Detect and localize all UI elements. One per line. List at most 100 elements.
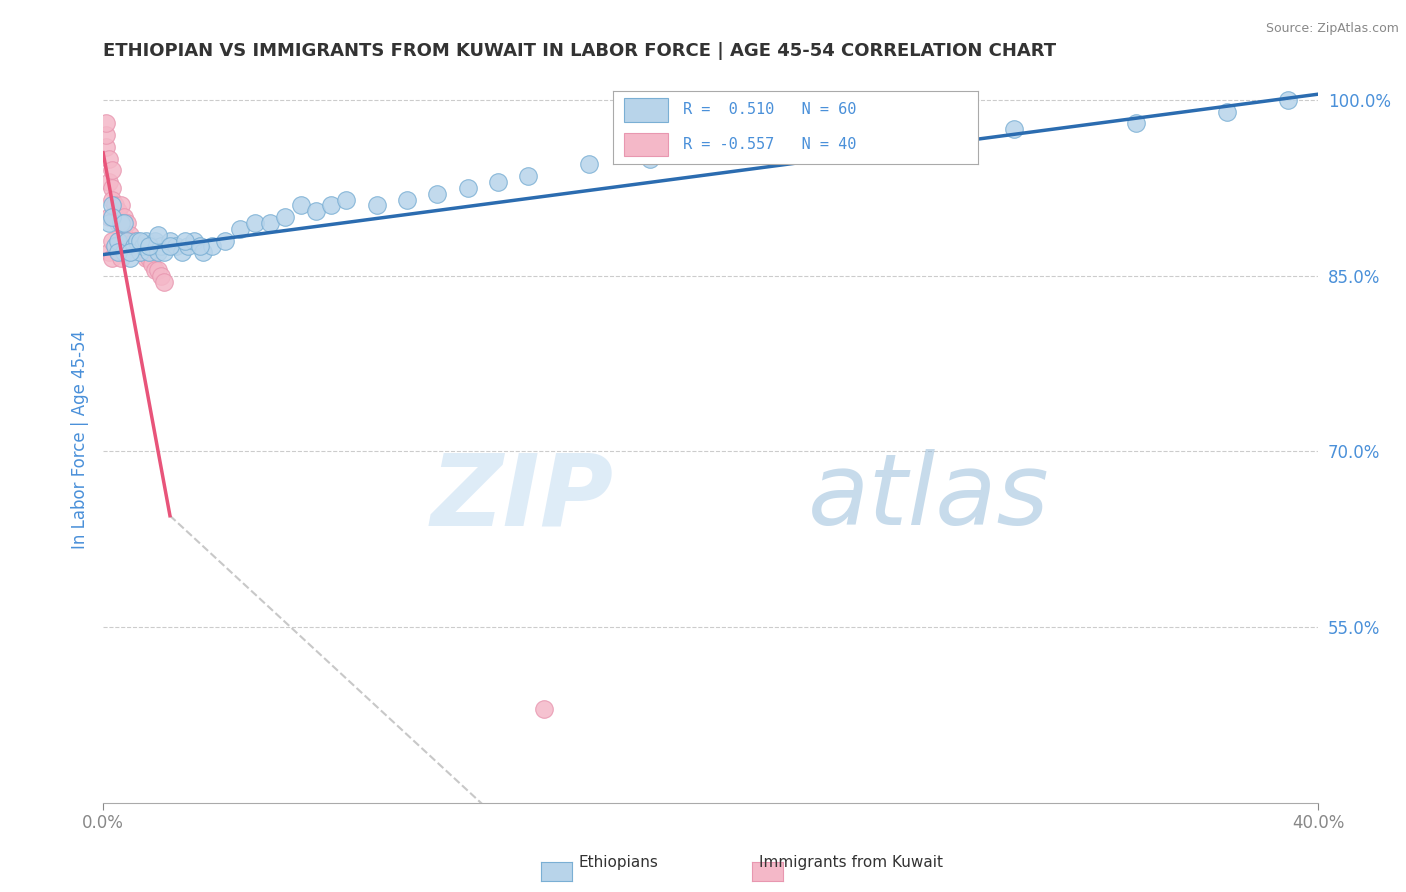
Point: [107, 245, 129, 260]
Point: [131, 239, 153, 253]
Point: [305, 204, 328, 219]
Point: [335, 193, 357, 207]
Point: [141, 257, 163, 271]
Point: [120, 245, 142, 260]
Point: [457, 181, 479, 195]
Point: [146, 245, 169, 260]
Point: [159, 239, 181, 253]
Point: [395, 193, 418, 207]
Point: [107, 204, 129, 219]
Point: [120, 227, 142, 242]
Point: [101, 198, 124, 212]
Point: [117, 234, 139, 248]
Text: atlas: atlas: [808, 450, 1049, 546]
Point: [143, 262, 166, 277]
Point: [135, 234, 157, 248]
Point: [110, 251, 132, 265]
Point: [165, 239, 187, 253]
Point: [128, 245, 150, 260]
Point: [426, 186, 449, 201]
Point: [146, 227, 169, 242]
Point: [112, 245, 135, 260]
Point: [153, 275, 176, 289]
Point: [117, 234, 139, 248]
Point: [110, 216, 132, 230]
Point: [1125, 116, 1147, 130]
Point: [533, 702, 555, 716]
Point: [112, 216, 135, 230]
Point: [112, 227, 135, 242]
Point: [107, 245, 129, 260]
Point: [172, 245, 194, 260]
Point: [125, 234, 148, 248]
Point: [174, 234, 197, 248]
Point: [104, 210, 127, 224]
Point: [1004, 122, 1026, 136]
Point: [638, 152, 661, 166]
Point: [110, 198, 132, 212]
Point: [149, 268, 172, 283]
Point: [141, 239, 163, 253]
Point: [110, 216, 132, 230]
Point: [193, 245, 215, 260]
Point: [98, 210, 121, 224]
Point: [578, 157, 600, 171]
Point: [486, 175, 509, 189]
Point: [177, 239, 200, 253]
Point: [107, 216, 129, 230]
Point: [96, 128, 118, 143]
Point: [138, 251, 160, 265]
Point: [319, 198, 342, 212]
Point: [101, 193, 124, 207]
Point: [183, 234, 205, 248]
Point: [366, 198, 388, 212]
Point: [159, 234, 181, 248]
Point: [229, 222, 252, 236]
Text: ETHIOPIAN VS IMMIGRANTS FROM KUWAIT IN LABOR FORCE | AGE 45-54 CORRELATION CHART: ETHIOPIAN VS IMMIGRANTS FROM KUWAIT IN L…: [103, 42, 1056, 60]
Point: [98, 216, 121, 230]
Point: [153, 245, 176, 260]
Point: [104, 239, 127, 253]
Point: [98, 245, 121, 260]
Point: [274, 210, 297, 224]
Point: [120, 251, 142, 265]
Point: [146, 262, 169, 277]
Point: [1277, 93, 1299, 107]
Point: [98, 152, 121, 166]
Point: [117, 216, 139, 230]
Point: [128, 234, 150, 248]
Point: [290, 198, 312, 212]
Point: [98, 175, 121, 189]
Text: Source: ZipAtlas.com: Source: ZipAtlas.com: [1265, 22, 1399, 36]
Point: [128, 245, 150, 260]
Point: [243, 216, 266, 230]
Point: [135, 251, 157, 265]
Point: [101, 181, 124, 195]
Point: [143, 234, 166, 248]
Point: [101, 163, 124, 178]
Point: [112, 210, 135, 224]
Point: [1216, 104, 1239, 119]
Point: [101, 210, 124, 224]
Point: [107, 234, 129, 248]
Point: [131, 239, 153, 253]
Text: Ethiopians: Ethiopians: [579, 855, 658, 870]
Point: [699, 140, 721, 154]
Point: [149, 239, 172, 253]
Point: [138, 245, 160, 260]
Point: [101, 234, 124, 248]
Text: ZIP: ZIP: [430, 450, 613, 546]
Point: [122, 234, 145, 248]
Point: [104, 239, 127, 253]
Point: [104, 198, 127, 212]
Point: [790, 134, 813, 148]
Point: [120, 245, 142, 260]
Point: [101, 251, 124, 265]
Text: Immigrants from Kuwait: Immigrants from Kuwait: [759, 855, 942, 870]
Point: [259, 216, 281, 230]
Point: [214, 234, 236, 248]
Point: [201, 239, 224, 253]
Point: [188, 239, 211, 253]
Point: [125, 239, 148, 253]
Y-axis label: In Labor Force | Age 45-54: In Labor Force | Age 45-54: [72, 330, 89, 549]
